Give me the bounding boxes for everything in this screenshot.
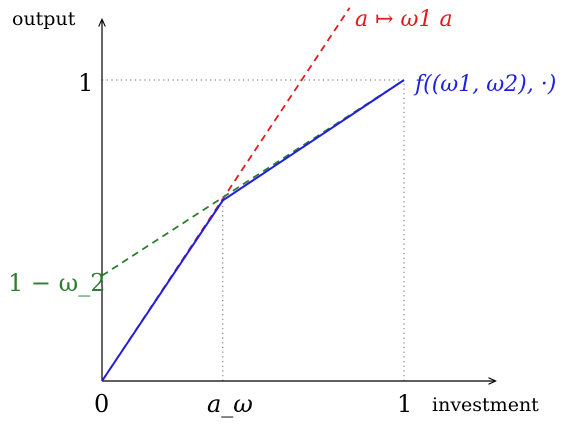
series-label-red: a ↦ ω1 a — [355, 7, 453, 32]
y-tick-label-one-minus-omega2: 1 − ω_2 — [8, 269, 105, 297]
series-label-blue: f((ω1, ω2), ·) — [413, 72, 556, 97]
y-axis-label: output — [12, 8, 76, 30]
x-tick-label-1: 1 — [397, 390, 412, 418]
x-axis-label: investment — [432, 394, 539, 416]
guide-lines — [102, 79, 405, 381]
x-tick-label-a-omega: a_ω — [207, 390, 253, 418]
series-line-0 — [101, 79, 405, 382]
series-layer — [101, 7, 405, 382]
x-tick-label-0: 0 — [94, 390, 109, 418]
y-tick-label-1: 1 — [78, 69, 93, 97]
